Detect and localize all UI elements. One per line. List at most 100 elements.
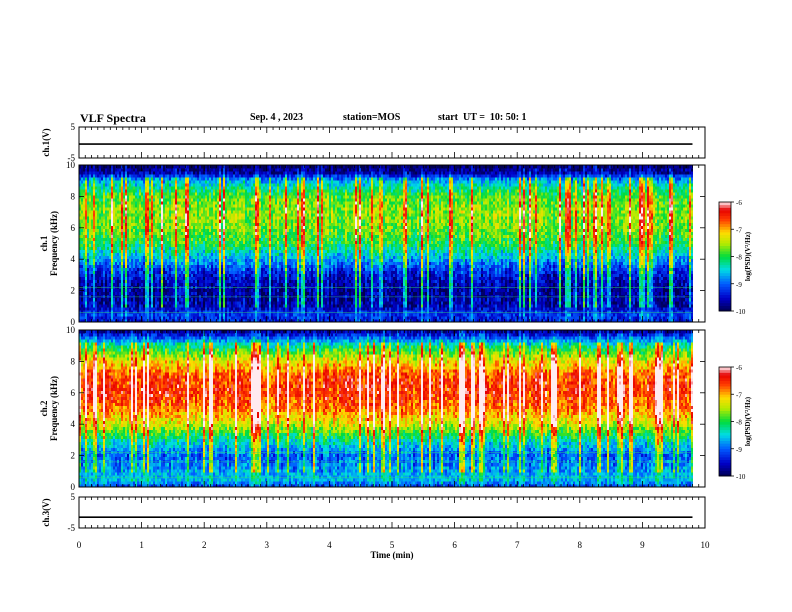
spectrogram-cell xyxy=(225,216,227,220)
spectrogram-cell xyxy=(111,192,113,196)
spectrogram-cell xyxy=(183,231,185,235)
spectrogram-cell xyxy=(85,288,87,293)
spectrogram-cell xyxy=(79,216,81,220)
spectrogram-cell xyxy=(219,231,221,235)
spectrogram-cell xyxy=(147,204,149,208)
spectrogram-cell xyxy=(223,303,225,308)
spectrogram-cell xyxy=(181,204,183,208)
spectrogram-cell xyxy=(115,225,117,229)
spectrogram-cell xyxy=(85,222,87,226)
spectrogram-cell xyxy=(217,318,219,323)
spectrogram-cell xyxy=(203,258,205,263)
spectrogram-cell xyxy=(213,195,215,199)
spectrogram-cell xyxy=(185,180,187,184)
spectrogram-cell xyxy=(123,174,125,178)
spectrogram-cell xyxy=(111,237,113,241)
spectrogram-cell xyxy=(101,210,103,214)
spectrogram-cell xyxy=(217,291,219,296)
spectrogram-cell xyxy=(247,189,249,193)
spectrogram-cell xyxy=(85,261,87,266)
spectrogram-cell xyxy=(119,207,121,211)
spectrogram-cell xyxy=(217,222,219,226)
spectrogram-cell xyxy=(165,306,167,311)
spectrogram-cell xyxy=(117,249,119,253)
spectrogram-cell xyxy=(131,318,133,323)
spectrogram-cell xyxy=(115,261,117,266)
spectrogram-cell xyxy=(161,225,163,229)
spectrogram-cell xyxy=(169,195,171,199)
spectrogram-cell xyxy=(143,219,145,223)
spectrogram-cell xyxy=(107,267,109,272)
spectrogram-cell xyxy=(191,228,193,232)
spectrogram-cell xyxy=(215,171,217,175)
spectrogram-cell xyxy=(187,210,189,214)
spectrogram-cell xyxy=(151,303,153,308)
spectrogram-cell xyxy=(169,318,171,323)
spectrogram-cell xyxy=(121,294,123,299)
station-label: station=MOS xyxy=(343,112,400,123)
spectrogram-cell xyxy=(161,273,163,278)
spectrogram-cell xyxy=(253,252,255,256)
spectrogram-cell xyxy=(241,315,243,320)
spectrogram-cell xyxy=(95,234,97,238)
spectrogram-cell xyxy=(107,315,109,320)
spectrogram-cell xyxy=(241,255,243,259)
spectrogram-cell xyxy=(249,210,251,214)
spectrogram-cell xyxy=(167,192,169,196)
spectrogram-cell xyxy=(83,204,85,208)
spectrogram-cell xyxy=(235,237,237,241)
spectrogram-cell xyxy=(213,186,215,190)
spectrogram-cell xyxy=(131,300,133,305)
spectrogram-cell xyxy=(153,198,155,202)
spectrogram-cell xyxy=(211,174,213,178)
spectrogram-cell xyxy=(145,177,147,181)
spectrogram-cell xyxy=(93,195,95,199)
spectrogram-cell xyxy=(227,222,229,226)
spectrogram-cell xyxy=(221,192,223,196)
spectrogram-cell xyxy=(185,234,187,238)
spectrogram-cell xyxy=(243,210,245,214)
spectrogram-cell xyxy=(165,192,167,196)
spectrogram-cell xyxy=(207,252,209,256)
spectrogram-cell xyxy=(253,231,255,235)
spectrogram-cell xyxy=(207,204,209,208)
spectrogram-cell xyxy=(165,297,167,302)
spectrogram-cell xyxy=(145,231,147,235)
spectrogram-cell xyxy=(217,183,219,187)
spectrogram-cell xyxy=(131,240,133,244)
spectrogram-cell xyxy=(225,312,227,317)
spectrogram-cell xyxy=(221,264,223,269)
spectrogram-cell xyxy=(85,303,87,308)
spectrogram-cell xyxy=(189,186,191,190)
spectrogram-cell xyxy=(85,168,87,172)
spectrogram-cell xyxy=(139,300,141,305)
spectrogram-cell xyxy=(249,231,251,235)
spectrogram-cell xyxy=(215,309,217,314)
spectrogram-cell xyxy=(181,291,183,296)
spectrogram-cell xyxy=(101,315,103,320)
spectrogram-cell xyxy=(177,204,179,208)
spectrogram-cell xyxy=(97,252,99,256)
spectrogram-cell xyxy=(247,216,249,220)
spectrogram-cell xyxy=(79,237,81,241)
spectrogram-cell xyxy=(135,261,137,266)
spectrogram-cell xyxy=(195,312,197,317)
spectrogram-cell xyxy=(243,252,245,256)
spectrogram-cell xyxy=(155,246,157,250)
spectrogram-cell xyxy=(141,291,143,296)
spectrogram-cell xyxy=(231,261,233,266)
spectrogram-cell xyxy=(183,279,185,284)
spectrogram-cell xyxy=(163,234,165,238)
spectrogram-cell xyxy=(111,207,113,211)
spectrogram-cell xyxy=(211,270,213,275)
spectrogram-cell xyxy=(143,207,145,211)
spectrogram-cell xyxy=(107,270,109,275)
spectrogram-cell xyxy=(139,219,141,223)
spectrogram-cell xyxy=(97,174,99,178)
spectrogram-cell xyxy=(213,276,215,281)
spectrogram-cell xyxy=(159,315,161,320)
spectrogram-cell xyxy=(175,309,177,314)
spectrogram-cell xyxy=(203,240,205,244)
spectrogram-cell xyxy=(213,252,215,256)
spectrogram-cell xyxy=(219,273,221,278)
